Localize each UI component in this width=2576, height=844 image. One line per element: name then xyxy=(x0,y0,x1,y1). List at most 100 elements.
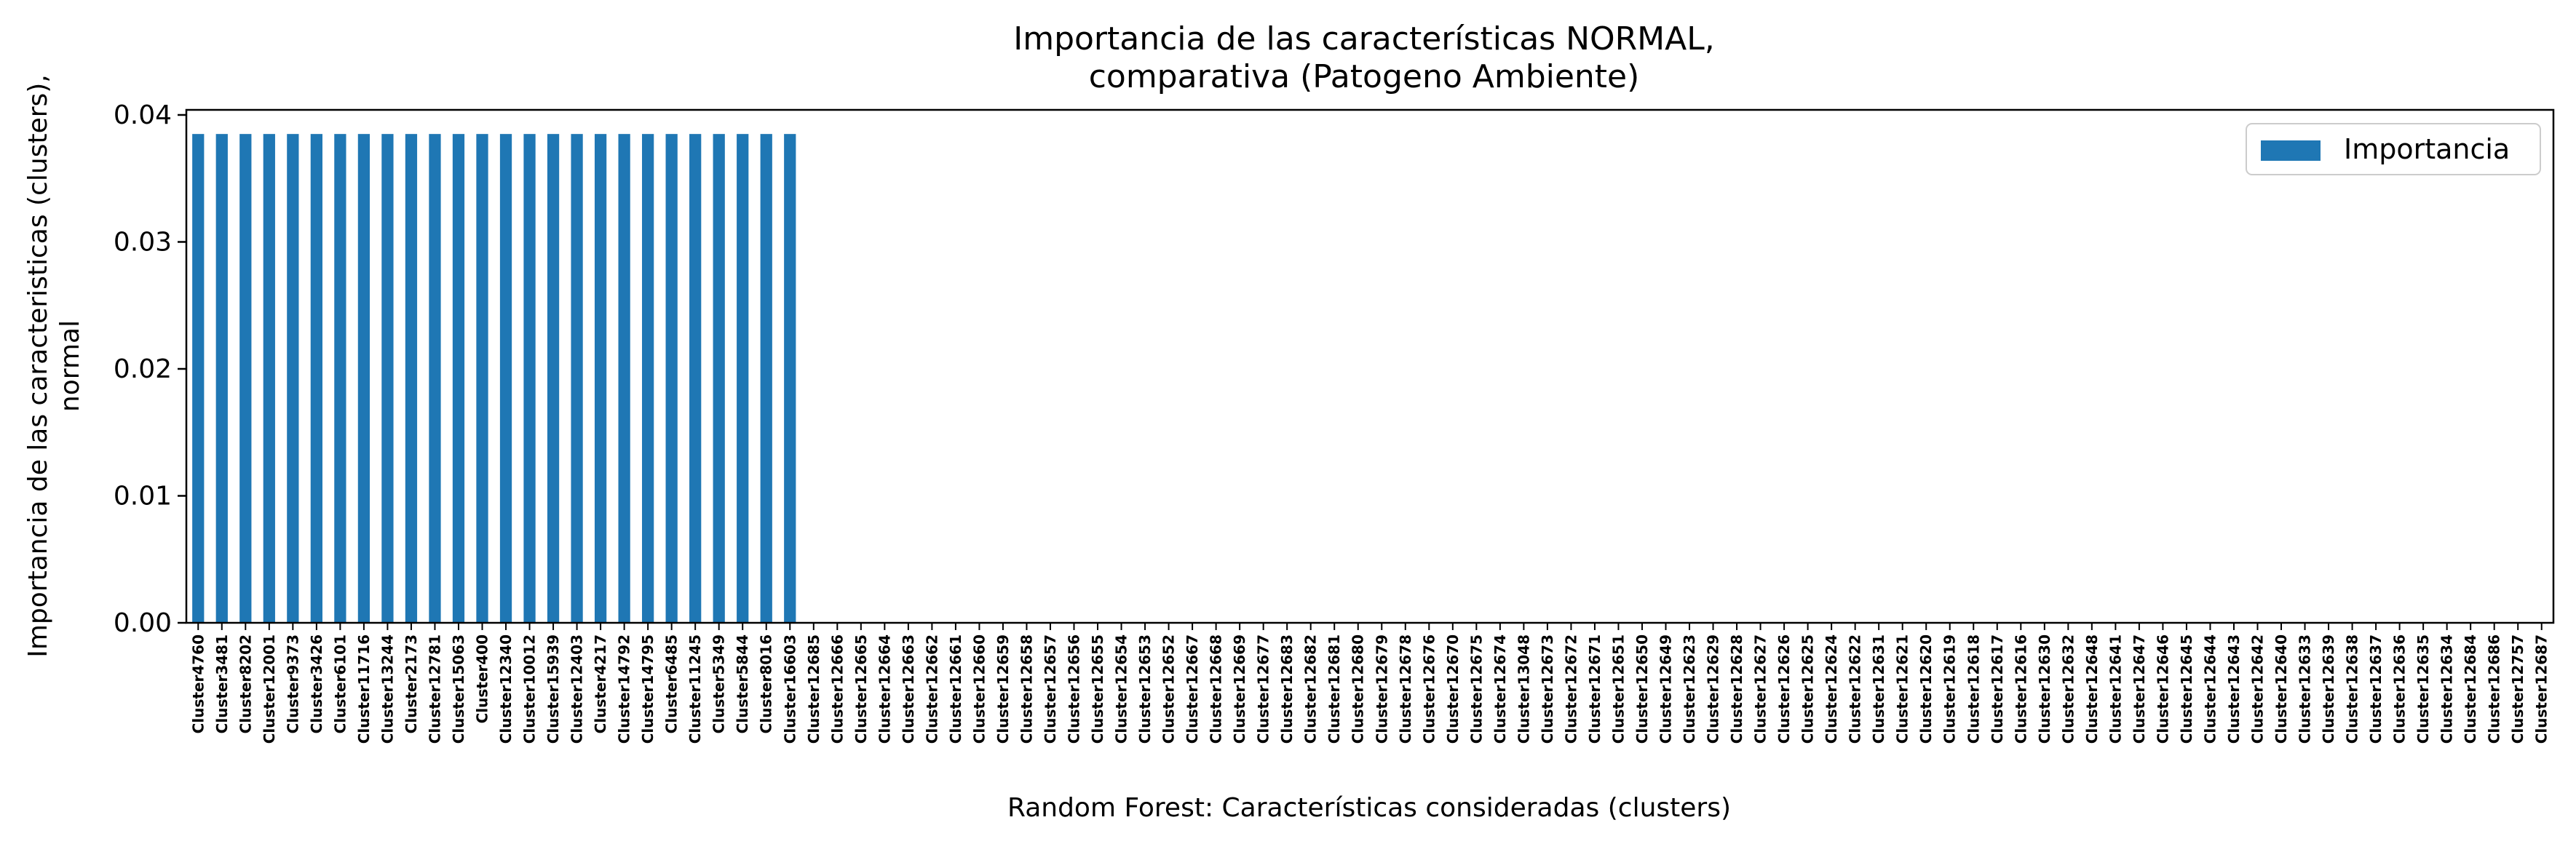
y-axis-label: Importancia de las caracteristicas (clus… xyxy=(23,74,85,658)
x-tick-label: Cluster12679 xyxy=(1373,634,1390,744)
x-axis: Cluster4760 Cluster3481 Cluster8202 Cluster… xyxy=(189,623,2551,744)
x-tick-label: Cluster13244 xyxy=(379,634,396,744)
bar xyxy=(429,134,441,623)
x-tick-label: Cluster8202 xyxy=(237,634,254,733)
legend-swatch xyxy=(2261,140,2321,161)
x-tick-label: Cluster12643 xyxy=(2225,634,2243,744)
bar xyxy=(405,134,418,623)
x-tick-label: Cluster12670 xyxy=(1444,634,1462,744)
x-tick-label: Cluster12673 xyxy=(1539,634,1556,744)
x-tick-label: Cluster12642 xyxy=(2249,634,2267,744)
x-tick-label: Cluster12657 xyxy=(1042,634,1059,744)
bar xyxy=(547,134,560,623)
x-tick-label: Cluster12340 xyxy=(497,634,515,744)
x-tick-label: Cluster12640 xyxy=(2272,634,2290,744)
x-tick-label: Cluster12636 xyxy=(2391,634,2409,744)
x-tick-label: Cluster12683 xyxy=(1278,634,1296,744)
x-tick-label: Cluster12667 xyxy=(1184,634,1201,744)
bar xyxy=(784,134,796,623)
x-tick-label: Cluster3426 xyxy=(308,634,325,733)
x-tick-label: Cluster12677 xyxy=(1255,634,1272,744)
x-tick-label: Cluster12633 xyxy=(2296,634,2314,744)
bar xyxy=(452,134,465,623)
legend: Importancia xyxy=(2246,123,2541,175)
bar xyxy=(381,134,394,623)
x-tick-label: Cluster12681 xyxy=(1325,634,1343,744)
legend-box xyxy=(2246,123,2541,175)
x-tick-label: Cluster11245 xyxy=(686,634,704,744)
y-tick-label: 0.02 xyxy=(114,354,172,384)
x-tick-label: Cluster12656 xyxy=(1066,634,1083,744)
x-tick-label: Cluster14792 xyxy=(616,634,633,744)
y-tick-label: 0.00 xyxy=(114,608,172,638)
x-tick-label: Cluster11716 xyxy=(355,634,373,744)
x-tick-label: Cluster4217 xyxy=(592,634,609,733)
legend-label: Importancia xyxy=(2344,133,2510,165)
bar xyxy=(689,134,702,623)
bar xyxy=(192,134,205,623)
x-tick-label: Cluster12403 xyxy=(568,634,586,744)
x-tick-label: Cluster12621 xyxy=(1894,634,1911,744)
x-tick-label: Cluster5349 xyxy=(710,634,728,733)
x-tick-label: Cluster9373 xyxy=(284,634,301,733)
x-tick-label: Cluster12620 xyxy=(1917,634,1935,744)
x-tick-label: Cluster12674 xyxy=(1491,634,1509,744)
bar xyxy=(239,134,252,623)
x-tick-label: Cluster6485 xyxy=(663,634,681,733)
x-tick-label: Cluster12650 xyxy=(1633,634,1651,744)
x-tick-label: Cluster12639 xyxy=(2320,634,2337,744)
x-tick-label: Cluster13048 xyxy=(1515,634,1532,744)
x-tick-label: Cluster12660 xyxy=(970,634,988,744)
x-tick-label: Cluster12652 xyxy=(1160,634,1178,744)
x-tick-label: Cluster12616 xyxy=(2012,634,2029,744)
x-tick-label: Cluster12672 xyxy=(1562,634,1580,744)
x-tick-label: Cluster12647 xyxy=(2131,634,2148,744)
x-tick-label: Cluster12638 xyxy=(2344,634,2361,744)
x-tick-label: Cluster12686 xyxy=(2486,634,2503,744)
x-tick-label: Cluster12680 xyxy=(1350,634,1367,744)
x-tick-label: Cluster12675 xyxy=(1467,634,1485,744)
bar xyxy=(594,134,607,623)
x-tick-label: Cluster12757 xyxy=(2509,634,2527,744)
x-tick-label: Cluster6101 xyxy=(331,634,349,733)
x-tick-label: Cluster12678 xyxy=(1397,634,1414,744)
x-tick-label: Cluster12682 xyxy=(1302,634,1320,744)
x-tick-label: Cluster12635 xyxy=(2414,634,2432,744)
x-axis-label: Random Forest: Características considera… xyxy=(1007,793,1731,823)
x-tick-label: Cluster8016 xyxy=(758,634,775,733)
x-tick-label: Cluster15063 xyxy=(450,634,467,744)
x-tick-label: Cluster12644 xyxy=(2201,634,2219,744)
bar xyxy=(263,134,275,623)
x-tick-label: Cluster5844 xyxy=(734,634,751,733)
x-tick-label: Cluster12618 xyxy=(1965,634,1982,744)
x-tick-label: Cluster400 xyxy=(474,634,491,723)
x-tick-label: Cluster12634 xyxy=(2438,634,2456,744)
x-tick-label: Cluster16603 xyxy=(781,634,798,744)
x-tick-label: Cluster3481 xyxy=(213,634,231,733)
x-tick-label: Cluster12653 xyxy=(1136,634,1154,744)
x-tick-label: Cluster12626 xyxy=(1775,634,1793,744)
bar xyxy=(760,134,772,623)
x-tick-label: Cluster12654 xyxy=(1113,634,1130,744)
x-tick-label: Cluster12668 xyxy=(1208,634,1225,744)
x-tick-label: Cluster12631 xyxy=(1870,634,1887,744)
x-tick-label: Cluster12669 xyxy=(1231,634,1248,744)
chart-title: Importancia de las características NORMA… xyxy=(1013,20,1715,95)
x-tick-label: Cluster12617 xyxy=(1989,634,2006,744)
bar xyxy=(357,134,370,623)
x-tick-label: Cluster10012 xyxy=(521,634,539,744)
plot-frame xyxy=(185,108,2555,624)
x-tick-label: Cluster12648 xyxy=(2083,634,2101,744)
x-tick-label: Cluster14795 xyxy=(639,634,657,744)
x-tick-label: Cluster4760 xyxy=(189,634,207,733)
x-tick-label: Cluster12627 xyxy=(1752,634,1769,744)
bar xyxy=(310,134,322,623)
x-tick-label: Cluster12676 xyxy=(1420,634,1438,744)
x-tick-label: Cluster12659 xyxy=(994,634,1012,744)
x-tick-label: Cluster12658 xyxy=(1018,634,1035,744)
x-tick-label: Cluster12684 xyxy=(2462,634,2479,744)
bar xyxy=(665,134,678,623)
x-tick-label: Cluster12685 xyxy=(805,634,823,744)
x-tick-label: Cluster12632 xyxy=(2059,634,2077,744)
bars-group xyxy=(192,134,796,623)
